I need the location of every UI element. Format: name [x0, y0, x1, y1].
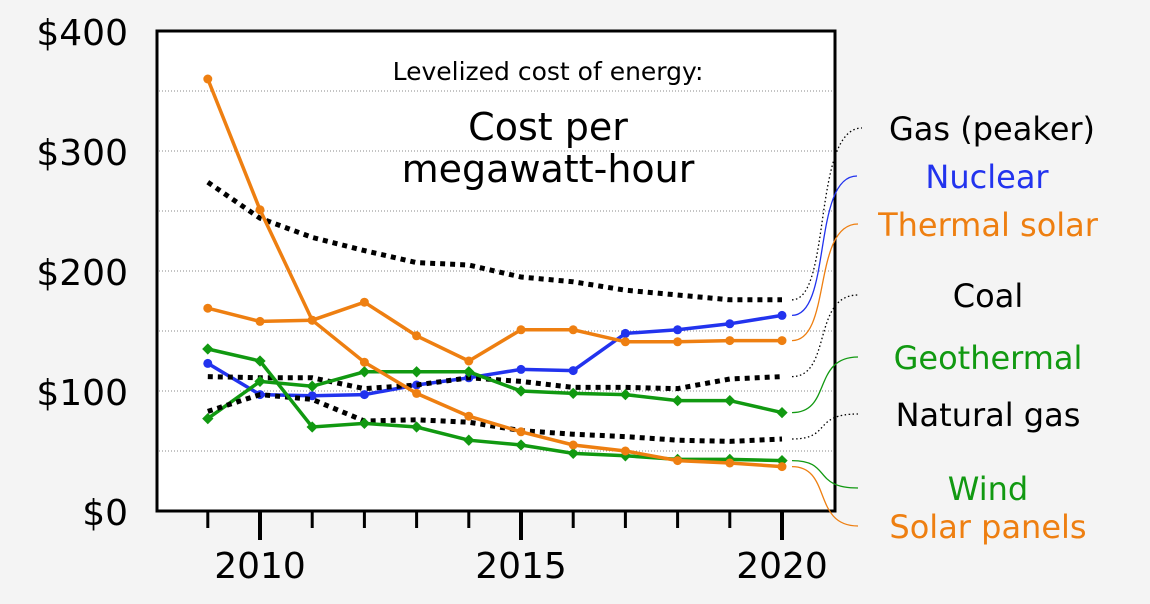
- data-point: [358, 417, 371, 430]
- data-point: [255, 205, 265, 215]
- series-line-thermal-solar: [207, 300, 782, 363]
- y-tick-label: $0: [82, 493, 128, 534]
- data-point: [410, 366, 423, 378]
- label-leader: [791, 223, 859, 342]
- label-leader: [791, 413, 859, 440]
- label-leader: [791, 356, 859, 414]
- series-label-wind: Wind: [948, 470, 1028, 508]
- data-point: [412, 388, 422, 398]
- data-point: [620, 337, 630, 347]
- data-point: [567, 387, 579, 400]
- data-point: [515, 439, 527, 451]
- data-point: [568, 440, 578, 450]
- series-line-geothermal: [206, 370, 783, 421]
- data-point: [412, 331, 422, 341]
- series-label-natural-gas: Natural gas: [896, 396, 1081, 434]
- series-line-coal: [207, 374, 783, 392]
- chart-title: Levelized cost of energy:: [393, 57, 704, 86]
- series-label-geothermal: Geothermal: [894, 339, 1083, 377]
- data-point: [568, 366, 578, 376]
- data-point: [619, 388, 632, 401]
- x-tick-label: 2020: [736, 546, 828, 587]
- data-point: [673, 337, 683, 347]
- data-point: [255, 316, 265, 326]
- data-point: [620, 328, 630, 338]
- data-point: [725, 319, 735, 329]
- y-tick-label: $300: [36, 133, 128, 174]
- chart-subtitle-2: megawatt-hour: [402, 147, 695, 191]
- label-leader: [791, 459, 859, 489]
- data-point: [463, 366, 475, 378]
- data-point: [202, 412, 214, 425]
- data-point: [203, 303, 213, 313]
- data-point: [777, 310, 787, 320]
- data-point: [359, 357, 369, 367]
- data-point: [724, 394, 736, 407]
- data-point: [306, 380, 318, 392]
- series-line-solar-panels: [206, 78, 783, 469]
- series-line-nuclear: [206, 313, 783, 398]
- data-point: [673, 456, 683, 466]
- y-tick-label: $400: [36, 13, 128, 54]
- data-point: [725, 458, 735, 468]
- data-point: [673, 325, 683, 335]
- data-point: [777, 462, 787, 472]
- data-point: [359, 390, 369, 400]
- series-label-nuclear: Nuclear: [925, 158, 1049, 196]
- data-point: [464, 356, 474, 366]
- label-leader: [791, 175, 858, 317]
- data-point: [359, 297, 369, 307]
- data-point: [463, 434, 475, 446]
- data-point: [620, 446, 630, 456]
- y-tick-label: $200: [36, 253, 128, 294]
- data-point: [254, 375, 266, 388]
- data-point: [671, 394, 684, 407]
- label-leader: [791, 127, 863, 301]
- data-point: [515, 385, 527, 397]
- data-point: [307, 315, 317, 325]
- data-point: [358, 366, 371, 378]
- series-label-thermal-solar: Thermal solar: [877, 206, 1099, 244]
- data-point: [410, 421, 423, 433]
- data-point: [202, 343, 214, 355]
- data-point: [567, 447, 579, 460]
- x-tick-label: 2010: [214, 546, 306, 587]
- x-tick-label: 2015: [475, 546, 567, 587]
- chart-subtitle-1: Cost per: [468, 105, 628, 149]
- series-line-natural-gas: [207, 392, 783, 444]
- data-point: [516, 427, 526, 437]
- data-point: [464, 411, 474, 421]
- data-point: [306, 421, 318, 433]
- data-point: [254, 355, 266, 367]
- series-label-gas-peaker: Gas (peaker): [889, 110, 1095, 148]
- label-leader: [791, 465, 859, 527]
- series-label-coal: Coal: [953, 277, 1023, 315]
- label-leader: [791, 294, 859, 378]
- data-point: [203, 358, 213, 368]
- data-point: [725, 336, 735, 346]
- data-point: [777, 336, 787, 346]
- series-label-solar-panels: Solar panels: [889, 508, 1086, 546]
- data-point: [516, 364, 526, 374]
- data-point: [203, 74, 213, 84]
- data-point: [568, 325, 578, 335]
- y-tick-label: $100: [36, 373, 128, 414]
- data-point: [516, 325, 526, 335]
- data-point: [776, 406, 788, 419]
